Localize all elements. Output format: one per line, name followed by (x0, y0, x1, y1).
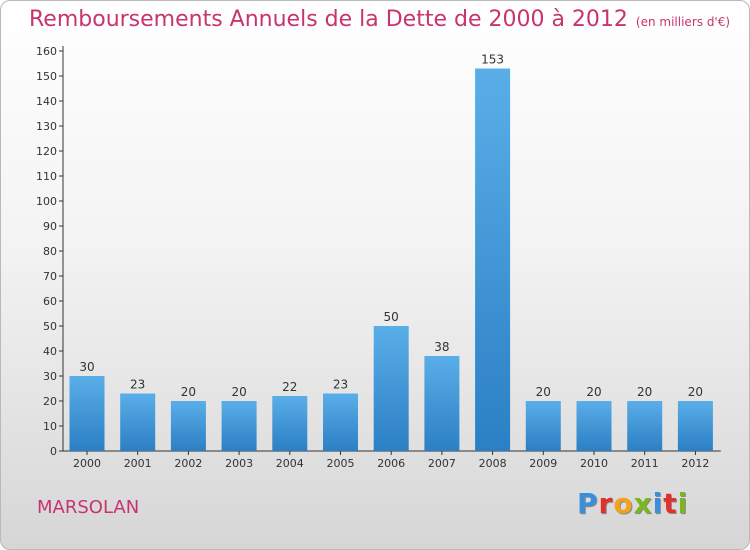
data-label-2011: 20 (637, 385, 652, 399)
chart-title-text: Remboursements Annuels de la Dette de 20… (29, 7, 628, 32)
y-tick-label: 0 (50, 445, 57, 458)
data-label-2006: 50 (384, 310, 399, 324)
y-tick-label: 160 (36, 45, 57, 58)
y-tick-label: 120 (36, 145, 57, 158)
x-tick-label: 2010 (580, 457, 608, 470)
bar-2011 (627, 401, 663, 451)
logo-letter: P (577, 487, 599, 520)
y-tick-label: 80 (43, 245, 57, 258)
bar-2009 (525, 401, 561, 451)
y-tick-label: 100 (36, 195, 57, 208)
data-label-2003: 20 (231, 385, 246, 399)
data-label-2007: 38 (434, 340, 449, 354)
x-tick-label: 2001 (124, 457, 152, 470)
bar-2006 (373, 326, 409, 451)
data-label-2012: 20 (688, 385, 703, 399)
logo-letter: t (663, 487, 678, 520)
y-tick-label: 50 (43, 320, 57, 333)
data-label-2008: 153 (481, 53, 504, 67)
bar-2001 (120, 393, 156, 451)
x-tick-label: 2004 (276, 457, 304, 470)
bar-2007 (424, 356, 460, 451)
data-label-2000: 30 (79, 360, 94, 374)
proxiti-logo: Proxiti (577, 487, 688, 520)
x-tick-label: 2012 (681, 457, 709, 470)
x-tick-label: 2011 (631, 457, 659, 470)
x-tick-label: 2002 (174, 457, 202, 470)
bar-2008 (475, 68, 511, 451)
y-tick-label: 30 (43, 370, 57, 383)
logo-letter: i (652, 487, 664, 520)
data-label-2010: 20 (586, 385, 601, 399)
y-tick-label: 140 (36, 95, 57, 108)
y-tick-label: 60 (43, 295, 57, 308)
y-tick-label: 70 (43, 270, 57, 283)
bar-2002 (170, 401, 206, 451)
data-label-2001: 23 (130, 378, 145, 392)
y-tick-label: 130 (36, 120, 57, 133)
logo-letter: x (633, 487, 653, 520)
y-tick-label: 10 (43, 420, 57, 433)
data-label-2009: 20 (536, 385, 551, 399)
commune-name: MARSOLAN (37, 497, 140, 518)
chart-subtitle: (en milliers d'€) (635, 15, 731, 29)
x-tick-label: 2008 (479, 457, 507, 470)
x-tick-label: 2009 (529, 457, 557, 470)
bar-2012 (677, 401, 713, 451)
logo-letter: o (613, 487, 634, 520)
x-tick-label: 2005 (327, 457, 355, 470)
bar-2010 (576, 401, 612, 451)
y-tick-label: 110 (36, 170, 57, 183)
y-tick-label: 150 (36, 70, 57, 83)
x-tick-label: 2000 (73, 457, 101, 470)
chart-bars: 30 23 20 20 22 23 50 38 153 20 20 20 20 (69, 53, 713, 451)
x-tick-label: 2003 (225, 457, 253, 470)
bar-2004 (272, 396, 308, 451)
bar-2000 (69, 376, 105, 451)
logo-letter: r (598, 487, 614, 520)
chart-title: Remboursements Annuels de la Dette de 20… (29, 7, 730, 32)
logo-letter: i (677, 487, 689, 520)
bar-2005 (323, 393, 358, 451)
x-tick-label: 2007 (428, 457, 456, 470)
y-tick-label: 20 (43, 395, 57, 408)
y-tick-label: 40 (43, 345, 57, 358)
data-label-2004: 22 (282, 380, 297, 394)
bar-2003 (221, 401, 257, 451)
x-tick-label: 2006 (377, 457, 405, 470)
chart-axes: 0 10 20 30 40 50 60 70 80 90 100 110 120 130 140 150 160… (36, 45, 721, 470)
data-label-2002: 20 (181, 385, 196, 399)
data-label-2005: 23 (333, 378, 348, 392)
y-tick-label: 90 (43, 220, 57, 233)
